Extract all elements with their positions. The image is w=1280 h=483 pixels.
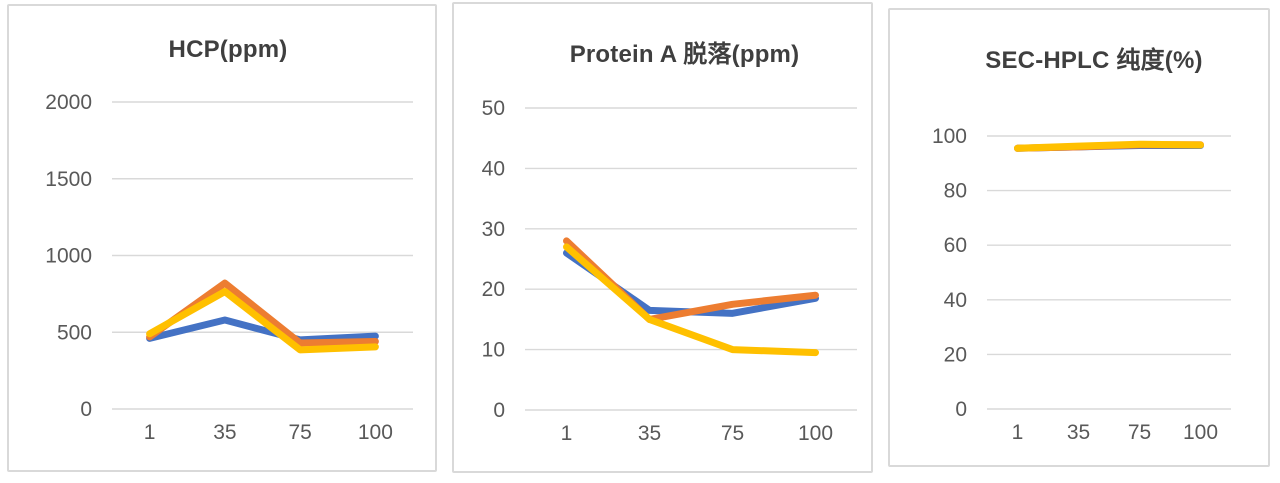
protein-a-line-chart: 0 10 20 30 40 50 1 35 75 100: [482, 97, 857, 445]
chart-title-protein-a: Protein A 脱落(ppm): [569, 41, 800, 68]
x-axis-tick-label: 1: [144, 421, 156, 444]
y-axis-tick-label: 40: [482, 157, 505, 180]
y-axis-tick-label: 100: [932, 125, 967, 148]
y-axis-tick-label: 40: [944, 289, 967, 312]
data-series-line: [563, 243, 819, 357]
y-axis-tick-label: 80: [944, 180, 967, 203]
sec-hplc-line-chart: 0 20 40 60 80 100 1 35 75 100: [932, 125, 1231, 444]
y-axis-tick-label: 1500: [45, 168, 92, 191]
data-series-line: [1014, 140, 1204, 152]
x-axis-tick-label: 1: [1012, 421, 1024, 444]
y-axis-tick-label: 1000: [45, 245, 92, 268]
x-axis-tick-label: 75: [721, 422, 744, 445]
y-axis-tick-label: 20: [482, 278, 505, 301]
y-axis-tick-label: 20: [944, 343, 967, 366]
x-axis-tick-label: 35: [213, 421, 236, 444]
y-axis-tick-label: 50: [482, 97, 505, 120]
y-axis-tick-label: 0: [80, 398, 92, 421]
chart-panel-sec-hplc: SEC-HPLC 纯度(%) 0 20 40 60 80 100 1 35 75 100: [888, 8, 1270, 467]
chart-title-sec-hplc: SEC-HPLC 纯度(%): [985, 47, 1203, 74]
x-axis-tick-label: 35: [1067, 421, 1090, 444]
y-axis-tick-label: 30: [482, 218, 505, 241]
data-series-line: [146, 316, 379, 344]
x-axis-tick-label: 75: [288, 421, 311, 444]
x-axis-tick-label: 1: [561, 422, 573, 445]
x-axis-tick-label: 75: [1128, 421, 1151, 444]
data-series-line: [146, 288, 379, 354]
y-axis-tick-label: 2000: [45, 91, 92, 114]
chart-title-hcp: HCP(ppm): [168, 36, 288, 63]
chart-panel-hcp: HCP(ppm) 0 500 1000 1500 2000 1 35 75 100: [7, 4, 437, 472]
hcp-line-chart: 0 500 1000 1500 2000 1 35 75 100: [45, 91, 413, 444]
x-axis-tick-label: 100: [798, 422, 833, 445]
y-axis-tick-label: 0: [955, 398, 967, 421]
chart-panel-protein-a: Protein A 脱落(ppm) 0 10 20 30 40 50 1 35 75 100: [452, 2, 873, 473]
y-axis-tick-label: 10: [482, 339, 505, 362]
y-axis-tick-label: 60: [944, 234, 967, 257]
y-axis-tick-label: 0: [493, 399, 505, 422]
y-axis-tick-label: 500: [57, 321, 92, 344]
x-axis-tick-label: 100: [358, 421, 393, 444]
x-axis-tick-label: 100: [1183, 421, 1218, 444]
x-axis-tick-label: 35: [638, 422, 661, 445]
